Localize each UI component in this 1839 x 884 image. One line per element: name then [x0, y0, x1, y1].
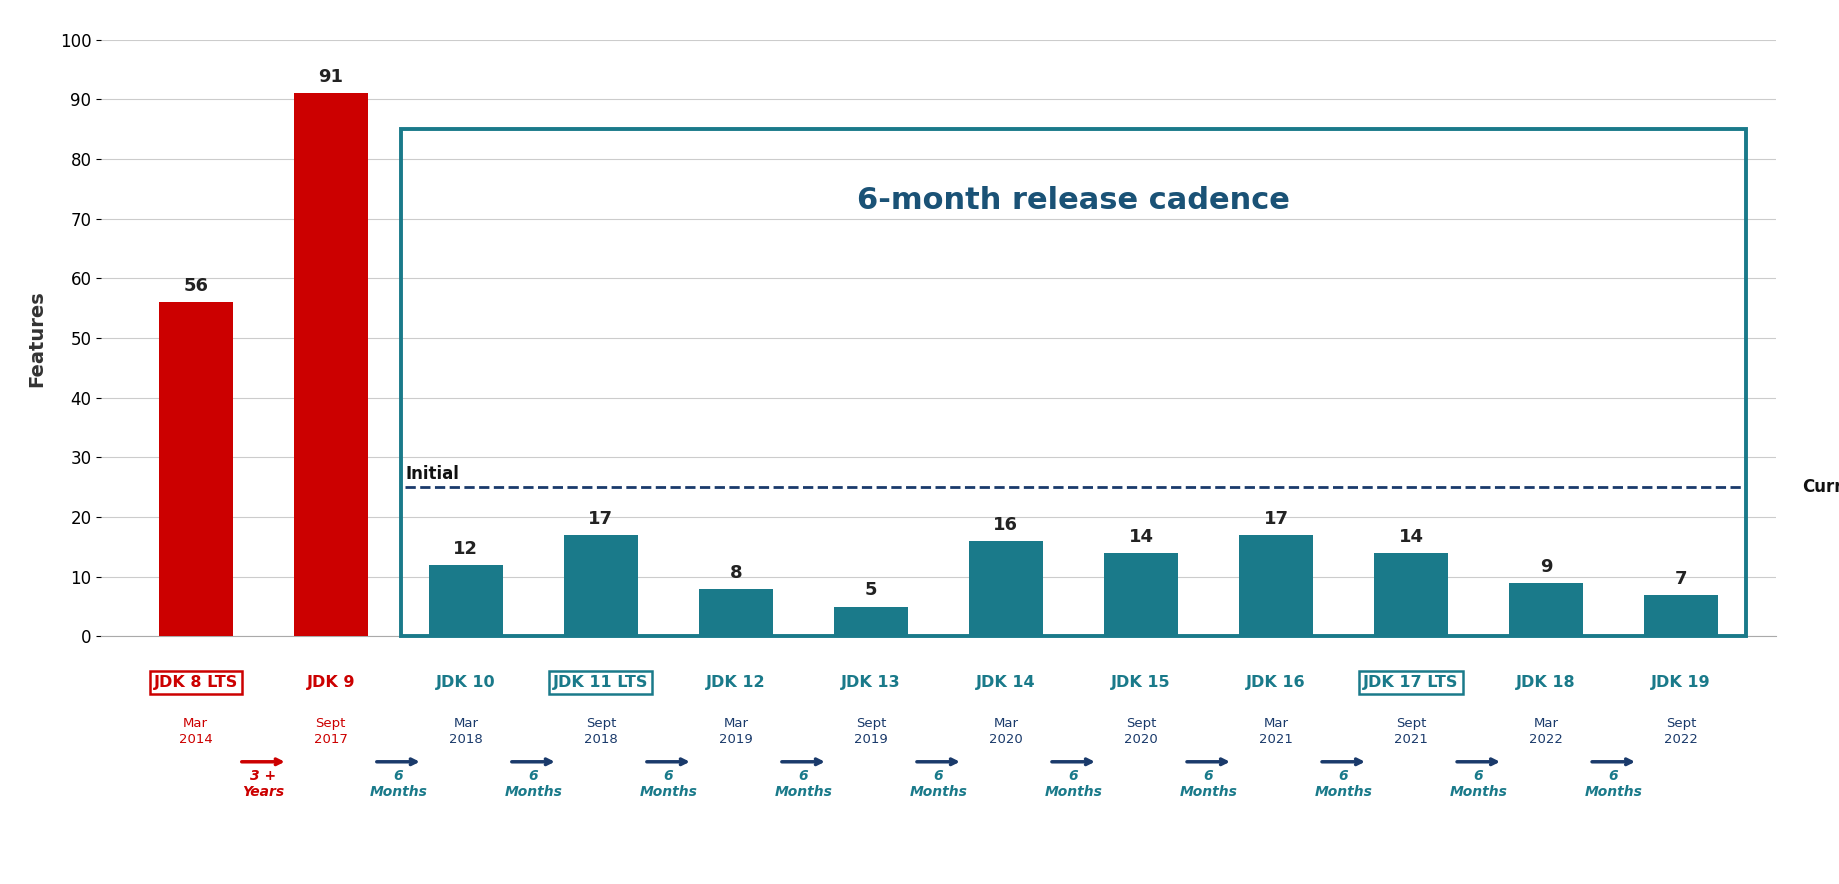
Text: Current: Current [1802, 478, 1839, 496]
Text: JDK 19: JDK 19 [1650, 675, 1710, 690]
Text: Sept
2021: Sept 2021 [1394, 717, 1427, 746]
Text: Mar
2019: Mar 2019 [719, 717, 752, 746]
Text: Sept
2019: Sept 2019 [853, 717, 886, 746]
Bar [158, 302, 234, 636]
Text: JDK 10: JDK 10 [436, 675, 495, 690]
Text: 6
Months: 6 Months [908, 769, 967, 799]
Text: 14: 14 [1127, 528, 1153, 545]
Text: 6
Months: 6 Months [638, 769, 697, 799]
Text: 6-month release cadence: 6-month release cadence [857, 187, 1289, 216]
Y-axis label: Features: Features [28, 290, 46, 386]
Text: 6
Months: 6 Months [504, 769, 563, 799]
Bar [833, 606, 907, 636]
Text: JDK 9: JDK 9 [307, 675, 355, 690]
Bar [1642, 595, 1718, 636]
Text: JDK 18: JDK 18 [1515, 675, 1574, 690]
Text: 91: 91 [318, 68, 344, 87]
Bar [1374, 553, 1447, 636]
Bar [699, 589, 772, 636]
Bar [1508, 583, 1582, 636]
Text: JDK 11 LTS: JDK 11 LTS [554, 675, 647, 690]
Text: JDK 16: JDK 16 [1245, 675, 1306, 690]
Text: JDK 15: JDK 15 [1111, 675, 1170, 690]
Text: JDK 17 LTS: JDK 17 LTS [1363, 675, 1458, 690]
Bar [1238, 535, 1313, 636]
Text: Mar
2014: Mar 2014 [178, 717, 213, 746]
Text: 6
Months: 6 Months [774, 769, 831, 799]
Text: Initial: Initial [405, 464, 458, 483]
Text: 6
Months: 6 Months [1583, 769, 1642, 799]
Text: Mar
2021: Mar 2021 [1258, 717, 1293, 746]
Text: Sept
2020: Sept 2020 [1124, 717, 1157, 746]
Text: 3 +
Years: 3 + Years [243, 769, 285, 799]
Text: Mar
2022: Mar 2022 [1528, 717, 1561, 746]
Text: 6
Months: 6 Months [1179, 769, 1238, 799]
Text: 9: 9 [1539, 558, 1552, 575]
Text: 5: 5 [864, 582, 877, 599]
Text: JDK 14: JDK 14 [975, 675, 1035, 690]
Bar [1103, 553, 1177, 636]
Bar [969, 541, 1043, 636]
Text: JDK 13: JDK 13 [840, 675, 901, 690]
Text: 6
Months: 6 Months [370, 769, 427, 799]
Text: 12: 12 [452, 540, 478, 558]
Text: Mar
2018: Mar 2018 [449, 717, 482, 746]
Text: JDK 8 LTS: JDK 8 LTS [153, 675, 237, 690]
Text: 16: 16 [993, 516, 1017, 534]
Text: Sept
2018: Sept 2018 [583, 717, 618, 746]
Text: JDK 12: JDK 12 [706, 675, 765, 690]
Bar [294, 94, 368, 636]
Text: Sept
2017: Sept 2017 [314, 717, 348, 746]
Text: 8: 8 [728, 564, 741, 582]
Bar [563, 535, 638, 636]
Text: 6
Months: 6 Months [1313, 769, 1372, 799]
Text: 14: 14 [1398, 528, 1423, 545]
Text: Sept
2022: Sept 2022 [1662, 717, 1697, 746]
Text: 17: 17 [588, 510, 612, 528]
Text: 6
Months: 6 Months [1045, 769, 1102, 799]
Bar [428, 565, 502, 636]
Text: 6
Months: 6 Months [1449, 769, 1506, 799]
Text: Mar
2020: Mar 2020 [989, 717, 1022, 746]
Text: 17: 17 [1263, 510, 1287, 528]
Text: 7: 7 [1673, 569, 1686, 588]
Text: 56: 56 [184, 278, 208, 295]
